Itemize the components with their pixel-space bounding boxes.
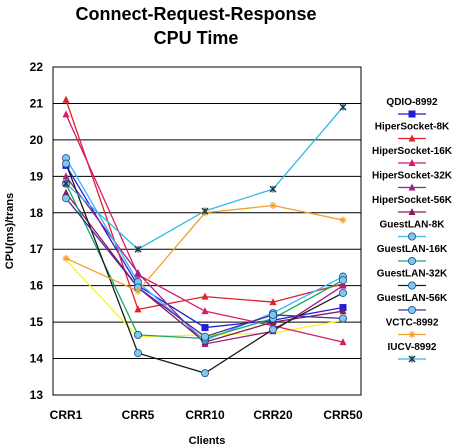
legend-marker [408, 134, 416, 142]
legend-label: HiperSocket-32K [372, 171, 453, 182]
data-point-hipersocket-16k [62, 110, 70, 118]
legend-label: GuestLAN-8K [379, 220, 445, 231]
legend-label: HiperSocket-8K [375, 122, 450, 133]
data-point-hipersocket-8k [201, 292, 209, 300]
x-tick-label: CRR50 [323, 408, 363, 422]
series-line-iucv-8992 [65, 106, 344, 251]
data-point-guestlan-56k [268, 310, 277, 319]
data-point-hipersocket-32k [339, 281, 347, 289]
y-tick-label: 19 [30, 169, 44, 183]
legend-marker [408, 331, 416, 338]
y-tick-label: 15 [30, 315, 44, 329]
data-point-iucv-8992 [339, 103, 347, 111]
legend-marker [408, 208, 416, 215]
data-point-iucv-8992 [62, 180, 70, 188]
data-point-guestlan-32k [338, 288, 347, 297]
legend-label: GuestLAN-32K [377, 269, 448, 280]
plot-frame [52, 66, 362, 396]
data-point-guestlan-56k [62, 194, 71, 203]
legend-label: GuestLAN-56K [377, 293, 448, 304]
y-tick-label: 22 [30, 60, 44, 74]
legend-marker [407, 281, 416, 290]
x-tick-label: CRR20 [253, 408, 293, 422]
legend-label: VCTC-8992 [386, 318, 439, 329]
legend-marker [407, 305, 416, 314]
x-axis-label: Clients [189, 435, 226, 447]
y-tick-label: 20 [30, 133, 44, 147]
data-point-hipersocket-56k [62, 188, 70, 196]
data-point-guestlan-32k [200, 369, 209, 378]
legend-marker [408, 159, 416, 166]
legend-label: QDIO-8992 [386, 97, 438, 108]
data-point-guestlan-16k [338, 276, 347, 285]
chart-title-line-1: Connect-Request-Response [75, 4, 316, 24]
legend-marker [407, 232, 416, 241]
legend-marker [408, 355, 416, 363]
y-axis-ticks: 13 14 15 16 17 18 19 20 21 22 [30, 60, 44, 402]
data-point-hipersocket-8k [269, 298, 277, 306]
data-point-guestlan-56k [200, 332, 209, 341]
x-tick-label: CRR1 [50, 408, 83, 422]
data-point-vctc-8992 [269, 201, 277, 209]
data-point-qdio-8992 [201, 324, 209, 332]
data-point-vctc-8992 [339, 216, 347, 224]
x-tick-label: CRR10 [185, 408, 225, 422]
y-axis-label: CPU(ms)/trans [4, 193, 16, 269]
data-point-hipersocket-32k [134, 268, 142, 276]
y-tick-label: 16 [30, 279, 44, 293]
chart-title-line-2: CPU Time [154, 28, 239, 48]
series-line-hipersocket-16k [65, 114, 344, 343]
series-markers [62, 95, 347, 378]
legend-marker [408, 110, 416, 118]
legend-label: IUCV-8992 [388, 342, 437, 353]
x-axis-ticks: CRR1 CRR5 CRR10 CRR20 CRR50 [50, 408, 363, 422]
data-point-iucv-8992 [134, 245, 142, 253]
data-point-guestlan-32k [133, 349, 142, 358]
data-point-guestlan-56k [338, 314, 347, 323]
legend-label: HiperSocket-16K [372, 146, 453, 157]
y-tick-label: 13 [30, 388, 44, 402]
y-tick-label: 18 [30, 206, 44, 220]
x-tick-label: CRR5 [122, 408, 155, 422]
data-point-guestlan-16k [133, 330, 142, 339]
data-point-vctc-8992 [134, 287, 142, 295]
data-point-hipersocket-16k [339, 338, 347, 346]
data-point-hipersocket-8k [134, 305, 142, 313]
data-point-guestlan-32k [268, 325, 277, 334]
data-point-vctc-8992 [62, 254, 70, 262]
series-lines [65, 99, 344, 374]
data-point-hipersocket-32k [62, 172, 70, 180]
data-point-iucv-8992 [269, 185, 277, 193]
legend-label: HiperSocket-56K [372, 195, 453, 206]
data-point-guestlan-32k [62, 159, 71, 168]
y-tick-label: 14 [30, 352, 44, 366]
legend-marker [407, 256, 416, 265]
legend: QDIO-8992 HiperSocket-8K HiperSocket-16K Hi… [372, 97, 453, 363]
data-point-hipersocket-56k [339, 307, 347, 315]
y-tick-label: 21 [30, 96, 44, 110]
y-tick-label: 17 [30, 242, 44, 256]
data-point-hipersocket-8k [62, 95, 70, 103]
legend-label: GuestLAN-16K [377, 244, 448, 255]
legend-marker [408, 183, 416, 191]
data-point-hipersocket-16k [201, 307, 209, 315]
series-line-hipersocket-32k [65, 175, 344, 345]
data-point-iucv-8992 [201, 207, 209, 215]
